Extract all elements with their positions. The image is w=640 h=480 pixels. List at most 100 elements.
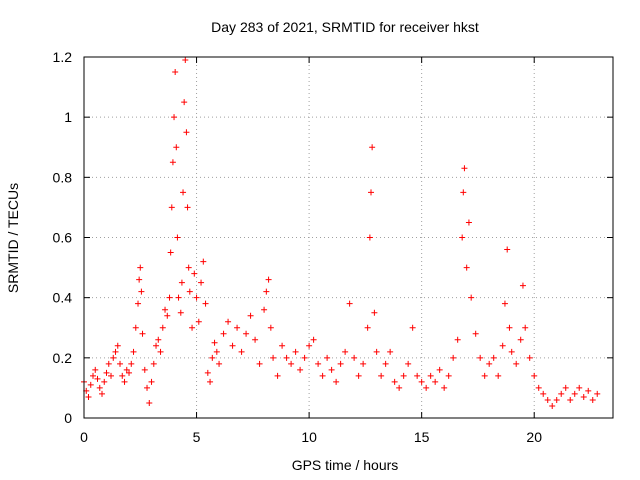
y-tick-label: 1 bbox=[64, 109, 72, 125]
data-point bbox=[382, 360, 389, 367]
data-point bbox=[166, 294, 173, 301]
data-point bbox=[174, 234, 181, 241]
data-point bbox=[405, 360, 412, 367]
data-point bbox=[360, 360, 367, 367]
data-point bbox=[200, 258, 207, 265]
data-point bbox=[191, 270, 198, 277]
data-point bbox=[110, 354, 117, 361]
data-point bbox=[472, 330, 479, 337]
data-point bbox=[267, 324, 274, 331]
data-point bbox=[247, 312, 254, 319]
data-point bbox=[169, 159, 176, 166]
data-point bbox=[571, 390, 578, 397]
data-point bbox=[207, 378, 214, 385]
data-point bbox=[508, 348, 515, 355]
data-point bbox=[85, 393, 92, 400]
data-point bbox=[112, 348, 119, 355]
data-point bbox=[378, 372, 385, 379]
data-point bbox=[355, 372, 362, 379]
data-point bbox=[535, 384, 542, 391]
data-point bbox=[486, 360, 493, 367]
x-tick-label: 5 bbox=[193, 429, 201, 445]
data-point bbox=[178, 279, 185, 286]
y-axis-title: SRMTID / TECUs bbox=[5, 183, 21, 293]
data-point bbox=[173, 144, 180, 151]
data-point bbox=[501, 300, 508, 307]
data-point bbox=[167, 249, 174, 256]
data-point bbox=[211, 339, 218, 346]
data-point bbox=[337, 360, 344, 367]
data-point bbox=[184, 204, 191, 211]
data-point bbox=[371, 309, 378, 316]
x-axis-title: GPS time / hours bbox=[292, 457, 399, 473]
data-point bbox=[292, 348, 299, 355]
data-point bbox=[141, 366, 148, 373]
data-point bbox=[220, 330, 227, 337]
data-point bbox=[164, 312, 171, 319]
data-point bbox=[346, 300, 353, 307]
data-point bbox=[252, 336, 259, 343]
data-point bbox=[159, 324, 166, 331]
data-point bbox=[562, 384, 569, 391]
data-point bbox=[366, 234, 373, 241]
data-point bbox=[517, 336, 524, 343]
data-point bbox=[243, 330, 250, 337]
chart-title: Day 283 of 2021, SRMTID for receiver hks… bbox=[211, 19, 479, 35]
data-point bbox=[94, 375, 101, 382]
data-point bbox=[324, 354, 331, 361]
data-point bbox=[319, 372, 326, 379]
data-point bbox=[132, 324, 139, 331]
data-point bbox=[589, 396, 596, 403]
data-point bbox=[87, 381, 94, 388]
data-point bbox=[150, 360, 157, 367]
data-point bbox=[171, 114, 178, 121]
data-point bbox=[135, 300, 142, 307]
data-point bbox=[463, 264, 470, 271]
data-point bbox=[342, 348, 349, 355]
x-tick-label: 0 bbox=[80, 429, 88, 445]
data-point bbox=[117, 360, 124, 367]
data-point bbox=[481, 372, 488, 379]
data-point bbox=[369, 144, 376, 151]
data-point bbox=[436, 366, 443, 373]
data-point bbox=[387, 348, 394, 355]
data-point bbox=[108, 372, 115, 379]
axis-ticks: 0 0.2 0.4 0.6 0.8 1 1.2 0 5 10 15 20 bbox=[53, 49, 613, 445]
data-point bbox=[513, 360, 520, 367]
y-tick-label: 0.8 bbox=[53, 169, 73, 185]
data-point bbox=[522, 324, 529, 331]
data-point bbox=[432, 378, 439, 385]
y-tick-label: 0.2 bbox=[53, 350, 73, 366]
data-point bbox=[162, 306, 169, 313]
data-point bbox=[155, 336, 162, 343]
data-point bbox=[126, 369, 133, 376]
data-point bbox=[189, 324, 196, 331]
data-point bbox=[567, 396, 574, 403]
data-point bbox=[531, 372, 538, 379]
y-tick-label: 0.6 bbox=[53, 230, 73, 246]
data-point bbox=[306, 342, 313, 349]
y-tick-label: 0.4 bbox=[53, 290, 73, 306]
data-point bbox=[144, 384, 151, 391]
data-point bbox=[92, 366, 99, 373]
data-point bbox=[526, 354, 533, 361]
data-point bbox=[594, 390, 601, 397]
data-point bbox=[477, 354, 484, 361]
data-point bbox=[138, 288, 145, 295]
data-point bbox=[454, 336, 461, 343]
data-point bbox=[461, 165, 468, 172]
data-point bbox=[418, 378, 425, 385]
data-point bbox=[506, 324, 513, 331]
x-tick-label: 20 bbox=[526, 429, 542, 445]
data-point bbox=[265, 276, 272, 283]
data-point bbox=[364, 324, 371, 331]
data-point bbox=[128, 360, 135, 367]
data-point bbox=[103, 369, 110, 376]
data-point bbox=[186, 288, 193, 295]
data-point bbox=[193, 294, 200, 301]
data-point bbox=[101, 378, 108, 385]
data-point bbox=[182, 57, 189, 64]
data-point bbox=[209, 354, 216, 361]
data-point bbox=[213, 348, 220, 355]
data-point bbox=[177, 309, 184, 316]
